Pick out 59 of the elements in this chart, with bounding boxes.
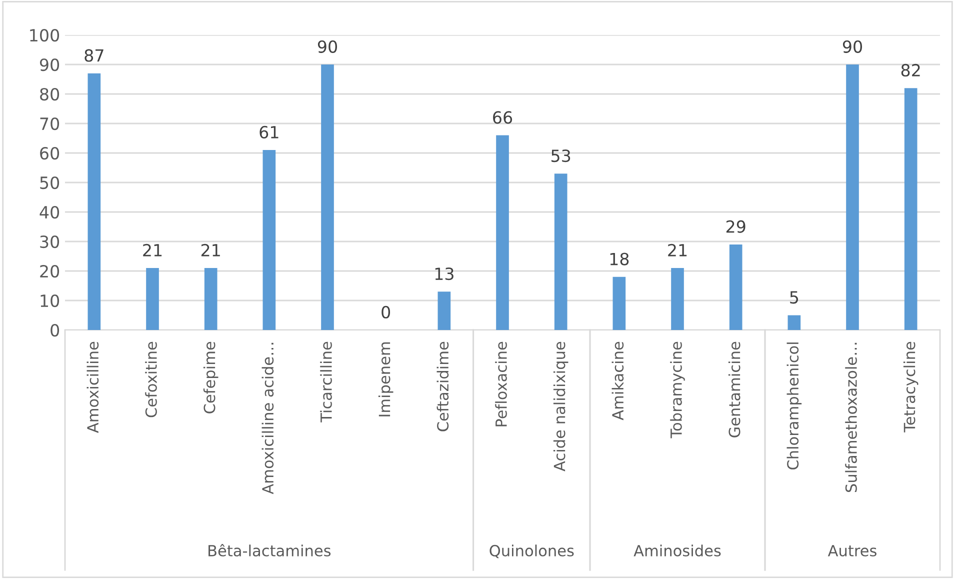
bar [438,292,451,330]
bar [729,244,742,330]
data-label: 13 [435,267,454,280]
y-tick-label: 0 [50,324,60,337]
y-tick-label: 100 [30,28,60,42]
x-tick-label: Amikacine [612,342,624,420]
bar [262,150,276,330]
y-tick-label: 10 [40,294,60,308]
data-label: 66 [493,111,512,124]
data-label: 0 [382,306,390,318]
bar [671,268,684,330]
y-tick-label: 60 [40,146,60,160]
data-label: 87 [84,49,104,62]
y-tick-label: 90 [40,58,60,72]
data-label: 61 [260,126,278,138]
data-label: 18 [610,252,629,266]
data-label: 29 [726,220,746,233]
x-tick-label: Ceftazidime [436,342,449,432]
y-tick-label: 50 [40,176,60,190]
x-tick-label: Gentamicine [728,342,740,438]
bar [788,315,801,330]
bar [904,88,918,330]
y-tick-label: 30 [40,235,60,248]
bar [146,268,159,330]
x-tick-label: Tetracycline [903,342,918,432]
bar [88,73,101,330]
x-tick-label: Cefepime [203,342,218,414]
data-label: 53 [552,149,570,162]
bar [496,135,509,330]
x-tick-label: Acide nalidixique [553,342,568,472]
data-label: 21 [668,244,687,256]
text: Aminosides [634,544,721,556]
data-label: 90 [318,40,337,53]
y-tick-label: 20 [40,264,60,278]
bar [204,268,218,330]
x-tick-label: Chloramphenicol [786,342,802,470]
text: Autres [828,545,876,556]
data-label: 21 [143,244,162,256]
y-tick-label: 80 [40,88,60,101]
text: Bêta-lactamines [208,544,331,556]
data-label: 90 [842,40,862,53]
text: Quinolones [490,544,574,558]
x-tick-label: Ticarcilline [320,342,332,422]
data-label: 21 [201,244,220,256]
y-tick-label: 70 [40,117,60,130]
y-tick-label: 40 [40,206,60,219]
x-tick-label: Tobramycine [670,342,685,438]
x-tick-label: Imipenem [378,342,394,416]
data-label: 5 [790,291,798,304]
x-tick-label: Amoxicilline [86,342,99,433]
bar [321,64,334,330]
bar [612,276,626,330]
data-label: 82 [901,64,920,77]
x-tick-label: Sulfamethoxazole… [845,342,857,492]
bar [554,174,568,330]
x-tick-label: Cefoxitine [145,342,157,418]
x-tick-label: Amoxicilline acide… [262,342,274,494]
x-tick-label: Pefloxacine [495,342,507,426]
bar [846,64,859,330]
